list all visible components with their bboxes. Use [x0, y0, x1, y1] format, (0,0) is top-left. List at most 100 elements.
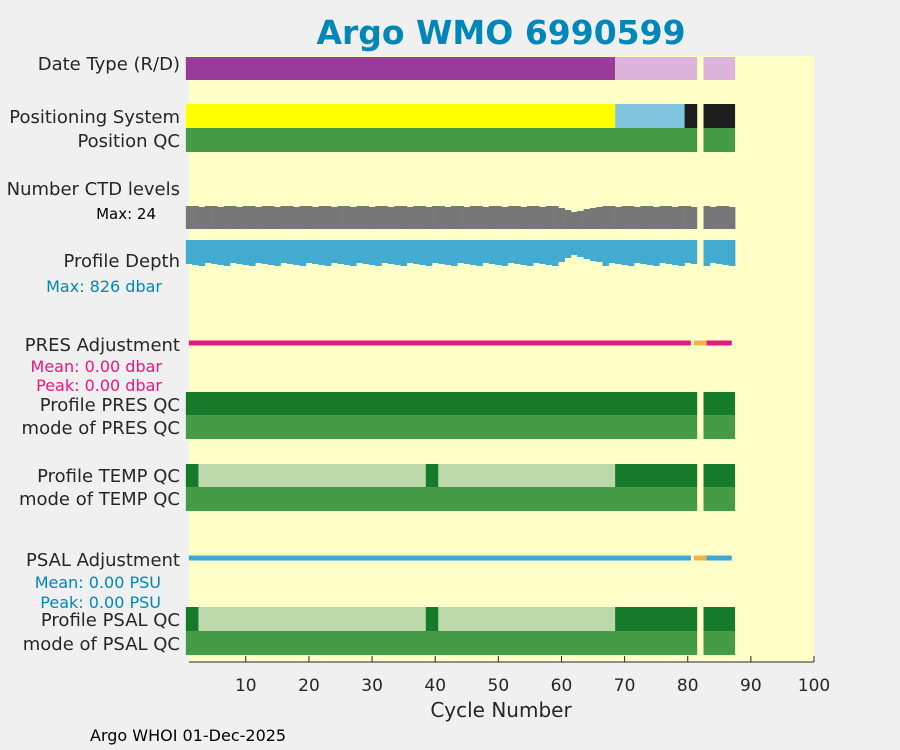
bar-segment-row11-seg4 [615, 607, 698, 631]
profile-depth-bar-cycle-22 [318, 240, 326, 265]
x-tick-label-50: 50 [488, 676, 510, 696]
profile-depth-bar-cycle-75 [653, 240, 660, 266]
profile-depth-bar-cycle-37 [413, 240, 420, 264]
bar-segment-row9-seg0 [185, 487, 698, 511]
ctd-levels-bar-cycle-53 [514, 206, 521, 229]
ctd-levels-bar-cycle-24 [331, 207, 338, 229]
ctd-levels-bar-cycle-21 [312, 207, 319, 229]
ctd-levels-bar-cycle-85 [716, 206, 723, 229]
ctd-levels-bar-cycle-25 [337, 206, 344, 229]
ctd-levels-bar-cycle-79 [678, 206, 685, 229]
profile-depth-bar-cycle-81 [690, 240, 698, 264]
profile-depth-bar-cycle-70 [621, 240, 629, 265]
ctd-levels-bar-cycle-33 [387, 207, 395, 229]
profile-depth-bar-cycle-57 [539, 240, 546, 264]
row-label-date-type: Date Type (R/D) [38, 54, 180, 75]
profile-depth-bar-cycle-6 [217, 240, 225, 265]
profile-depth-bar-cycle-18 [293, 240, 300, 265]
ctd-levels-bar-cycle-49 [488, 206, 496, 229]
profile-depth-bar-cycle-16 [280, 240, 288, 263]
ctd-levels-bar-cycle-3 [198, 207, 206, 229]
profile-depth-bar-cycle-33 [387, 240, 395, 264]
ctd-levels-bar-cycle-40 [432, 206, 439, 229]
profile-depth-bar-cycle-36 [406, 240, 414, 263]
ctd-levels-bar-cycle-6 [217, 207, 225, 229]
bar-segment-row8-seg1 [198, 464, 426, 487]
bar-segment-row7-seg0 [185, 415, 698, 439]
profile-depth-bar-cycle-78 [671, 240, 679, 265]
profile-depth-bar-cycle-52 [507, 240, 515, 263]
profile-depth-bar-cycle-56 [533, 240, 540, 263]
adjustment-line-row5-seg2 [706, 340, 732, 346]
ctd-levels-bar-cycle-11 [248, 206, 256, 229]
profile-depth-bar-cycle-79 [678, 240, 685, 266]
bar-segment-row0-seg0 [185, 57, 616, 80]
x-tick-label-30: 30 [361, 676, 383, 696]
profile-depth-bar-cycle-30 [368, 240, 376, 265]
ctd-levels-bar-cycle-61 [564, 210, 572, 229]
profile-depth-bar-cycle-47 [476, 240, 483, 266]
profile-depth-bar-cycle-71 [627, 240, 635, 266]
ctd-levels-bar-cycle-12 [255, 207, 262, 229]
bar-segment-row1-seg2 [684, 104, 698, 128]
ctd-levels-bar-cycle-42 [444, 207, 452, 229]
bar-segment-row8-seg3 [438, 464, 616, 487]
profile-depth-bar-cycle-2 [192, 240, 199, 265]
ctd-levels-bar-cycle-51 [501, 207, 509, 229]
ctd-levels-bar-cycle-57 [539, 207, 546, 229]
ctd-levels-bar-cycle-5 [211, 206, 218, 229]
profile-depth-bar-cycle-68 [608, 240, 616, 263]
ctd-levels-bar-cycle-62 [570, 212, 578, 229]
ctd-levels-bar-cycle-80 [684, 206, 692, 229]
profile-depth-bar-cycle-64 [583, 240, 591, 259]
ctd-levels-bar-cycle-14 [267, 206, 275, 229]
profile-depth-bar-cycle-59 [552, 240, 559, 266]
bar-segment-row9-seg1 [703, 487, 736, 511]
row-label-profile-temp-qc: Profile TEMP QC [37, 466, 180, 487]
ctd-levels-bar-cycle-87 [728, 207, 736, 229]
profile-depth-bar-cycle-69 [615, 240, 622, 264]
profile-depth-bar-cycle-20 [305, 240, 313, 263]
bar-segment-row8-seg5 [703, 464, 736, 487]
ctd-levels-bar-cycle-22 [318, 206, 326, 229]
x-tick-label-40: 40 [424, 676, 446, 696]
ctd-levels-bar-cycle-1 [185, 206, 193, 229]
ctd-levels-bar-cycle-27 [349, 207, 357, 229]
profile-depth-bar-cycle-21 [312, 240, 319, 264]
bar-segment-row11-seg3 [438, 607, 616, 631]
bar-segment-row8-seg2 [425, 464, 439, 487]
profile-depth-bar-cycle-83 [703, 240, 711, 266]
row-label-ctd-levels: Number CTD levels [7, 179, 180, 200]
ctd-levels-bar-cycle-54 [520, 207, 528, 229]
profile-depth-bar-cycle-55 [526, 240, 534, 266]
profile-depth-bar-cycle-84 [709, 240, 717, 263]
bar-segment-row12-seg1 [703, 631, 736, 655]
ctd-levels-bar-cycle-15 [274, 207, 281, 229]
ctd-levels-bar-cycle-75 [653, 207, 660, 229]
profile-depth-max-note: Max: 826 dbar [46, 277, 162, 296]
profile-depth-bar-cycle-62 [570, 240, 578, 255]
x-axis-label: Cycle Number [430, 698, 572, 722]
footer-credit: Argo WHOI 01-Dec-2025 [90, 726, 286, 745]
plot-background [189, 56, 814, 662]
ctd-levels-bar-cycle-74 [646, 206, 654, 229]
ctd-levels-bar-cycle-29 [362, 206, 370, 229]
ctd-levels-bar-cycle-58 [545, 206, 553, 229]
ctd-levels-bar-cycle-86 [722, 206, 730, 229]
ctd-levels-bar-cycle-8 [230, 206, 237, 229]
profile-depth-bar-cycle-13 [261, 240, 269, 264]
profile-depth-bar-cycle-38 [419, 240, 427, 265]
x-tick-label-100: 100 [798, 676, 830, 696]
profile-depth-bar-cycle-19 [299, 240, 307, 266]
psal-adjustment-peak: Peak: 0.00 PSU [40, 593, 161, 612]
x-tick-label-70: 70 [614, 676, 636, 696]
profile-depth-bar-cycle-65 [589, 240, 597, 261]
bar-segment-row6-seg0 [185, 392, 698, 415]
profile-depth-bar-cycle-61 [564, 240, 572, 258]
ctd-levels-bar-cycle-66 [596, 207, 603, 229]
profile-depth-bar-cycle-39 [425, 240, 433, 266]
pres-adjustment-mean: Mean: 0.00 dbar [31, 357, 163, 376]
profile-depth-bar-cycle-76 [659, 240, 666, 263]
row-label-psal-adjustment: PSAL Adjustment [26, 550, 180, 571]
ctd-levels-bar-cycle-77 [665, 206, 673, 229]
